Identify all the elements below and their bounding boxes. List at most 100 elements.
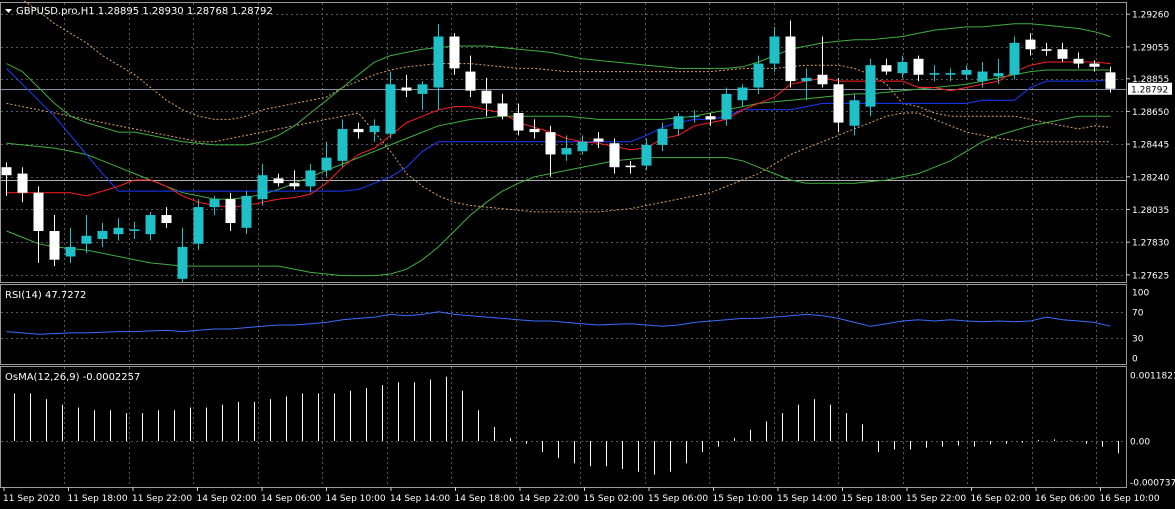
time-label: 11 Sep 2020	[3, 494, 60, 504]
time-label: 14 Sep 14:00	[390, 494, 450, 504]
price-tick-label: 1.28650	[1132, 108, 1169, 118]
candle-bull	[97, 230, 108, 239]
candle-bull	[177, 246, 188, 279]
main-indicators	[6, 0, 1111, 277]
symbol-header: GBPUSD.pro,H1 1.28895 1.28930 1.28768 1.…	[16, 6, 273, 17]
band-lower-line	[6, 115, 1111, 277]
rsi-panel-frame	[0, 284, 1127, 365]
candle-bear	[545, 132, 556, 155]
time-label: 15 Sep 22:00	[906, 494, 966, 504]
candle-bear	[529, 128, 540, 133]
candle-bull	[737, 87, 748, 101]
rsi-line	[6, 311, 1111, 335]
candle-bull	[321, 157, 332, 171]
candle-bear	[785, 36, 796, 82]
candle-bull	[369, 125, 380, 133]
candlesticks	[1, 20, 1116, 282]
price-tick-label: 1.27830	[1132, 239, 1169, 249]
candle-bull	[193, 207, 204, 244]
candle-bull	[769, 36, 780, 64]
candle-bull	[433, 36, 444, 88]
candle-bull	[657, 128, 668, 145]
candle-bear	[497, 103, 508, 117]
time-label: 15 Sep 02:00	[584, 494, 644, 504]
osma-tick-label: -0.000737	[1130, 479, 1175, 489]
time-axis: 11 Sep 2020 11 Sep 18:00 11 Sep 22:00 14 Se…	[3, 487, 1160, 504]
time-label: 16 Sep 06:00	[1035, 494, 1095, 504]
candle-bull	[801, 77, 812, 82]
candle-bear	[913, 58, 924, 75]
candle-bull	[81, 235, 92, 244]
time-label: 15 Sep 18:00	[842, 494, 902, 504]
candle-bear	[273, 178, 284, 184]
candle-bull	[305, 170, 316, 187]
candle-bear	[1057, 49, 1068, 59]
candle-bull	[577, 141, 588, 152]
time-label: 11 Sep 18:00	[68, 494, 128, 504]
candle-bear	[17, 173, 28, 193]
candle-bear	[513, 113, 524, 131]
candle-bear	[1073, 58, 1084, 64]
price-tick-label: 1.29055	[1132, 43, 1169, 53]
price-tick-label: 1.29260	[1132, 11, 1169, 21]
rsi-tick-label: 30	[1132, 335, 1144, 345]
candle-bear	[289, 183, 300, 187]
time-label: 14 Sep 06:00	[261, 494, 321, 504]
osma-panel-frame	[0, 366, 1127, 488]
candle-bear	[609, 143, 620, 168]
candle-bull	[865, 65, 876, 107]
candle-bull	[993, 73, 1004, 77]
envelope-lower-line	[6, 102, 1111, 213]
time-label: 16 Sep 02:00	[971, 494, 1031, 504]
price-tick-label: 1.28445	[1132, 141, 1169, 151]
candle-bear	[353, 128, 364, 133]
candle-bear	[465, 71, 476, 91]
candle-bull	[1009, 42, 1020, 75]
candle-bull	[689, 116, 700, 118]
candle-bear	[833, 84, 844, 123]
time-label: 11 Sep 22:00	[132, 494, 192, 504]
time-label: 16 Sep 10:00	[1100, 494, 1160, 504]
rsi-label: RSI(14) 47.7272	[5, 290, 86, 301]
candle-bull	[145, 215, 156, 235]
price-tick-label: 1.28855	[1132, 75, 1169, 85]
candle-bull	[257, 175, 268, 200]
candle-bull	[129, 229, 140, 231]
band-upper-line	[6, 23, 1111, 146]
candle-bear	[1089, 63, 1100, 67]
candle-bull	[113, 227, 124, 235]
rsi-tick-label: 70	[1132, 308, 1144, 318]
candle-bull	[417, 84, 428, 94]
candle-bull	[945, 73, 956, 75]
candle-bull	[721, 93, 732, 120]
band-middle-line	[6, 69, 1111, 200]
candle-bear	[401, 87, 412, 91]
candle-bull	[977, 71, 988, 82]
candle-bear	[1025, 39, 1036, 50]
candle-bear	[705, 116, 716, 120]
candle-bull	[641, 144, 652, 166]
envelope-upper-line	[21, 0, 1111, 130]
price-tick-label: 1.28035	[1132, 206, 1169, 216]
rsi-indicator	[6, 311, 1111, 335]
current-price-label: 1.28792	[1131, 85, 1168, 95]
dropdown-triangle-icon[interactable]	[5, 9, 12, 13]
candle-bull	[897, 61, 908, 74]
candle-bear	[481, 90, 492, 104]
candle-bear	[1, 167, 12, 176]
candle-bear	[161, 215, 172, 224]
osma-tick-label: 0.00	[1130, 438, 1150, 448]
time-label: 14 Sep 10:00	[326, 494, 386, 504]
candle-bull	[209, 199, 220, 208]
time-label: 15 Sep 14:00	[777, 494, 837, 504]
candle-bull	[241, 195, 252, 228]
candle-bear	[449, 36, 460, 69]
price-axes: 1.29260 1.29055 1.28855 1.28650 1.28445 1.282…	[1126, 11, 1175, 489]
price-tick-label: 1.28240	[1132, 173, 1169, 183]
time-label: 14 Sep 22:00	[519, 494, 579, 504]
time-label: 14 Sep 02:00	[197, 494, 257, 504]
time-label: 14 Sep 18:00	[455, 494, 515, 504]
candle-bear	[1041, 49, 1052, 51]
candle-bull	[849, 100, 860, 126]
